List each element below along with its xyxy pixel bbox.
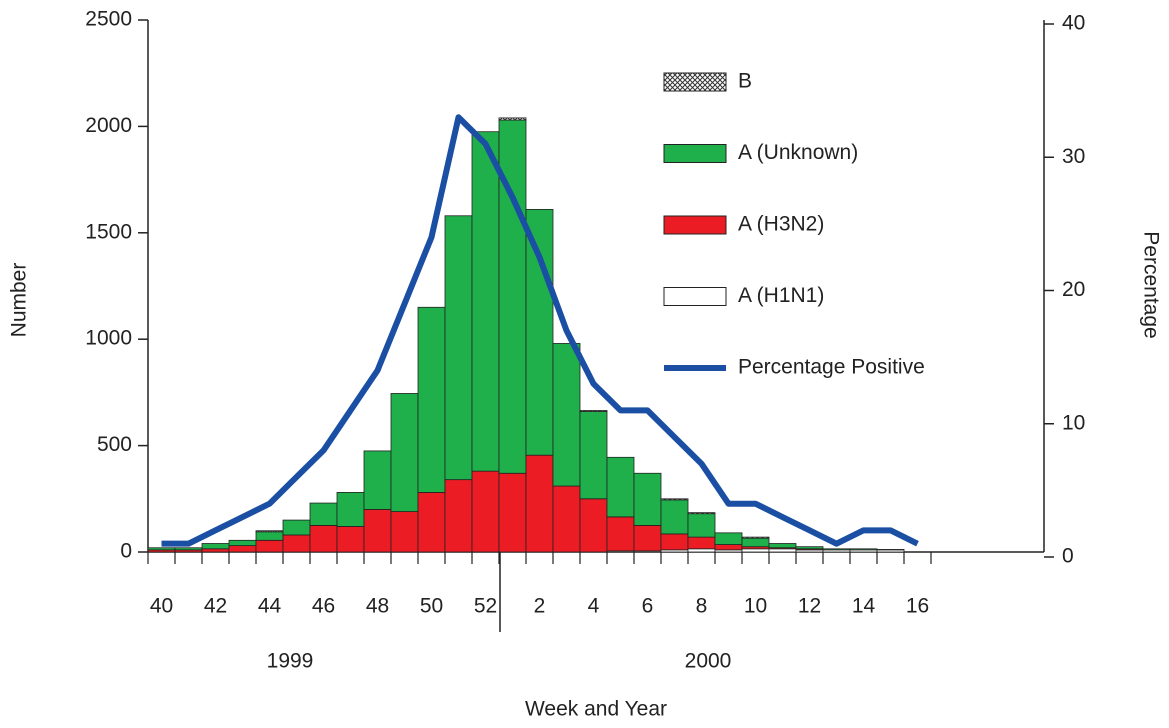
x-axis-title: Week and Year [525, 698, 667, 721]
bar-segment [337, 492, 364, 526]
bar-segment [472, 471, 499, 552]
bar-segment [472, 132, 499, 471]
bar-segment [661, 500, 688, 534]
bar-segment [688, 514, 715, 537]
bar-segment [202, 543, 229, 548]
legend-label: A (Unknown) [738, 141, 858, 164]
bar-segment [175, 548, 202, 550]
bar-segment [580, 499, 607, 552]
x-tick-label: 16 [906, 595, 929, 618]
x-tick-label: 40 [150, 595, 173, 618]
y-tick-label: 1000 [85, 327, 132, 350]
bar-segment [634, 525, 661, 551]
bar-segment [688, 549, 715, 552]
bar-segment [607, 457, 634, 517]
year-label: 1999 [267, 650, 314, 673]
bar-segment [553, 343, 580, 486]
bar-segment [688, 537, 715, 549]
x-tick-label: 10 [744, 595, 767, 618]
bar-segment [796, 547, 823, 549]
bar-segment [526, 209, 553, 455]
bar-segment [391, 393, 418, 511]
y-tick-label: 500 [97, 433, 132, 456]
bar-segment [688, 513, 715, 514]
bar-segment [580, 410, 607, 411]
x-tick-label: 46 [312, 595, 335, 618]
bar-segment [580, 412, 607, 499]
bar-segment [715, 533, 742, 545]
legend-label: Percentage Positive [738, 356, 925, 379]
x-tick-label: 42 [204, 595, 227, 618]
bar-segment [283, 520, 310, 535]
y-tick-label: 2500 [85, 8, 132, 31]
year-label: 2000 [685, 650, 732, 673]
legend-swatch [664, 288, 726, 306]
bar-segment [607, 517, 634, 551]
legend-label: B [738, 70, 752, 93]
bar-segment [445, 480, 472, 552]
y2-tick-label: 40 [1062, 12, 1085, 35]
bar-segment [526, 455, 553, 552]
bar-segment [229, 546, 256, 552]
bar-segment [769, 543, 796, 547]
y2-axis-title: Percentage [1139, 231, 1162, 338]
bar-segment [634, 473, 661, 525]
bar-segment [310, 525, 337, 552]
bar-segment [742, 549, 769, 552]
bar-segment [256, 540, 283, 552]
bar-segment [661, 499, 688, 500]
x-tick-label: 48 [366, 595, 389, 618]
bar-segment [715, 545, 742, 550]
x-tick-label: 4 [588, 595, 600, 618]
bar-segment [148, 548, 175, 550]
bar-segment [445, 216, 472, 480]
x-tick-label: 52 [474, 595, 497, 618]
y2-tick-label: 0 [1062, 545, 1074, 568]
x-tick-label: 8 [696, 595, 708, 618]
legend-swatch [664, 73, 726, 91]
bar-segment [499, 118, 526, 120]
y2-tick-label: 30 [1062, 145, 1085, 168]
bar-segment [256, 532, 283, 541]
bar-segment [850, 549, 877, 550]
x-tick-label: 2 [534, 595, 546, 618]
legend-swatch [664, 216, 726, 234]
bar-segment [769, 549, 796, 552]
bar-segment [661, 534, 688, 550]
bar-segment [310, 503, 337, 525]
legend-label: A (H1N1) [738, 284, 824, 307]
bar-segment [283, 535, 310, 552]
y2-tick-label: 10 [1062, 411, 1085, 434]
bar-segment [553, 486, 580, 552]
bar-segment [742, 537, 769, 538]
x-tick-label: 6 [642, 595, 654, 618]
bar-segment [742, 538, 769, 547]
bar-segment [364, 451, 391, 510]
bar-segment [256, 531, 283, 532]
y-tick-label: 2000 [85, 114, 132, 137]
x-tick-label: 14 [852, 595, 876, 618]
bar-segment [418, 307, 445, 492]
bar-segment [499, 473, 526, 552]
legend-swatch [664, 145, 726, 163]
bar-segment [337, 526, 364, 552]
y-axis-title: Number [8, 263, 31, 338]
y-tick-label: 1500 [85, 220, 132, 243]
legend-label: A (H3N2) [738, 213, 824, 236]
x-tick-label: 12 [798, 595, 821, 618]
bar-segment [391, 512, 418, 552]
bar-segment [202, 549, 229, 552]
y2-tick-label: 20 [1062, 278, 1085, 301]
bar-segment [823, 549, 850, 550]
bar-segment [418, 492, 445, 552]
x-tick-label: 50 [420, 595, 443, 618]
x-tick-label: 44 [258, 595, 282, 618]
bar-segment [364, 509, 391, 552]
bar-segment [229, 540, 256, 545]
y-tick-label: 0 [120, 540, 132, 563]
